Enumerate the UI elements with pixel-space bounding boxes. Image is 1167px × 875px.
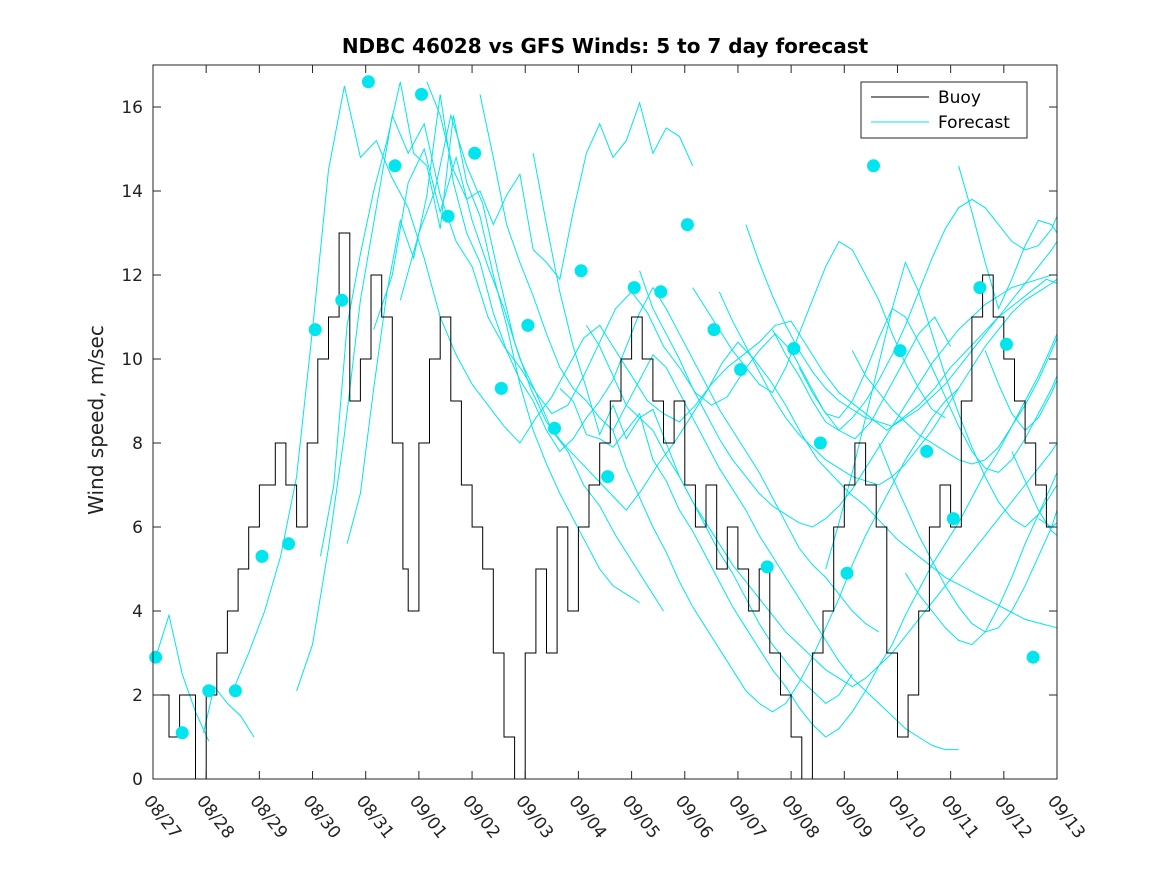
forecast-start-point-33 <box>1000 337 1013 351</box>
forecast-start-point-12 <box>441 209 455 223</box>
legend: Buoy Forecast <box>860 81 1028 139</box>
forecast-start-point-23 <box>734 363 748 376</box>
forecast-start-point-20 <box>654 285 668 299</box>
forecast-start-point-32 <box>973 281 987 295</box>
forecast-start-point-21 <box>680 218 694 232</box>
forecast-start-point-7 <box>308 323 322 337</box>
forecast-start-point-27 <box>840 566 854 580</box>
y-tick-label: 2 <box>132 686 143 706</box>
forecast-start-point-17 <box>574 264 588 278</box>
y-tick-label: 14 <box>121 182 143 202</box>
forecast-start-point-31 <box>946 512 960 526</box>
forecast-start-point-30 <box>920 444 934 458</box>
forecast-start-point-11 <box>415 87 428 101</box>
y-tick-label: 0 <box>132 770 143 790</box>
forecast-line-21 <box>825 260 1058 570</box>
y-tick-label: 10 <box>121 350 143 370</box>
forecast-start-point-19 <box>627 281 641 295</box>
series-layer <box>153 81 1058 780</box>
forecast-line-9 <box>426 81 694 281</box>
forecast-line-20 <box>798 307 1058 473</box>
y-axis: 0 2 4 6 8 10 12 14 16 <box>121 98 1057 790</box>
forecast-line-15 <box>639 270 1057 528</box>
forecast-start-point-4 <box>228 684 242 698</box>
y-tick-label: 6 <box>132 518 143 538</box>
forecast-start-point-29 <box>893 344 907 358</box>
forecast-start-point-26 <box>813 436 827 450</box>
forecast-start-point-6 <box>282 537 296 551</box>
forecast-start-point-24 <box>760 560 774 574</box>
forecast-line-16 <box>692 240 946 419</box>
forecast-start-point-22 <box>707 323 721 337</box>
forecast-line-10 <box>479 94 959 751</box>
plot-frame <box>152 64 1058 780</box>
forecast-line-25 <box>958 165 1058 311</box>
legend-buoy-label: Buoy <box>938 88 981 108</box>
forecast-start-point-15 <box>521 318 535 332</box>
forecast-start-point-18 <box>601 470 615 484</box>
forecast-line-6 <box>346 94 880 633</box>
forecast-start-point-3 <box>202 684 216 698</box>
forecast-start-point-34 <box>1026 650 1040 664</box>
legend-box <box>860 81 1028 139</box>
y-tick-label: 12 <box>121 266 143 286</box>
forecast-start-points <box>149 75 1040 740</box>
forecast-line-1 <box>155 613 210 742</box>
chart-title: NDBC 46028 vs GFS Winds: 5 to 7 day fore… <box>342 34 869 58</box>
forecast-start-point-9 <box>361 75 375 89</box>
forecast-line-13 <box>585 325 1058 688</box>
forecast-line-22 <box>851 333 1058 465</box>
forecast-start-point-1 <box>149 650 163 664</box>
forecast-line-2 <box>203 685 255 738</box>
forecast-start-point-28 <box>867 159 880 173</box>
forecast-start-point-8 <box>335 293 349 307</box>
forecast-line-5 <box>320 81 640 604</box>
y-tick-label: 4 <box>132 602 143 622</box>
forecast-start-point-14 <box>494 381 508 395</box>
forecast-line-23 <box>878 442 1058 633</box>
forecast-start-point-5 <box>255 549 269 563</box>
y-axis-label: Wind speed, m/sec <box>84 325 108 515</box>
forecast-start-point-10 <box>388 159 402 173</box>
forecast-line-4 <box>296 113 952 691</box>
y-tick-label: 8 <box>132 434 143 454</box>
forecast-line-3 <box>232 85 1058 691</box>
y-tick-label: 16 <box>121 98 143 118</box>
forecast-start-point-13 <box>468 146 482 160</box>
forecast-start-point-16 <box>548 421 561 435</box>
buoy-line <box>153 232 1058 780</box>
forecast-line-27 <box>1011 451 1058 536</box>
forecast-line-24 <box>904 472 1058 646</box>
legend-forecast-label: Forecast <box>938 113 1010 133</box>
forecast-line-8 <box>399 113 1058 629</box>
forecast-start-point-2 <box>175 726 189 740</box>
forecast-start-point-25 <box>787 342 801 355</box>
